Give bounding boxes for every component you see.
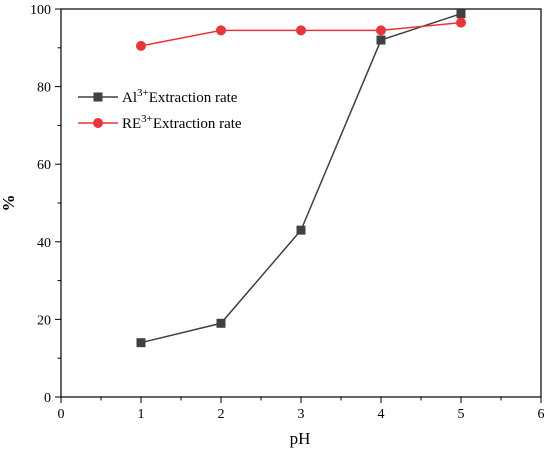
plot-frame [60, 8, 542, 398]
legend-marker [93, 118, 103, 128]
y-axis-title: % [0, 195, 18, 212]
series-al [136, 9, 466, 348]
x-tick-label: 4 [378, 407, 385, 422]
data-point [456, 9, 466, 19]
legend-item: RE3+Extraction rate [78, 113, 242, 132]
series-re [136, 17, 466, 51]
data-point [296, 225, 306, 235]
data-point [136, 40, 146, 51]
legend-label: RE3+Extraction rate [122, 113, 242, 132]
series-line [140, 12, 462, 344]
data-point [456, 17, 466, 28]
x-tick-label: 5 [458, 407, 465, 422]
x-tick-label: 6 [538, 407, 545, 422]
x-tick-label: 0 [58, 407, 65, 422]
y-tick-label: 100 [30, 3, 51, 18]
y-tick-label: 0 [44, 391, 51, 406]
data-point [376, 25, 386, 36]
x-tick-label: 3 [298, 407, 305, 422]
data-point [376, 35, 386, 45]
legend-label: Al3+Extraction rate [122, 87, 238, 106]
y-tick-label: 20 [37, 313, 51, 328]
x-tick-label: 1 [138, 407, 145, 422]
y-tick-label: 40 [37, 236, 51, 251]
data-point [216, 318, 226, 328]
data-point [136, 338, 146, 348]
data-point [296, 25, 306, 36]
x-axis-title: pH [290, 429, 311, 448]
data-point [216, 25, 226, 36]
series-layer [136, 9, 466, 348]
legend-marker [93, 92, 103, 102]
y-tick-label: 80 [37, 81, 51, 96]
legend-item: Al3+Extraction rate [78, 87, 238, 106]
legend: Al3+Extraction rate RE3+Extraction rate [78, 87, 242, 132]
x-tick-label: 2 [218, 407, 225, 422]
y-tick-label: 60 [37, 158, 51, 173]
